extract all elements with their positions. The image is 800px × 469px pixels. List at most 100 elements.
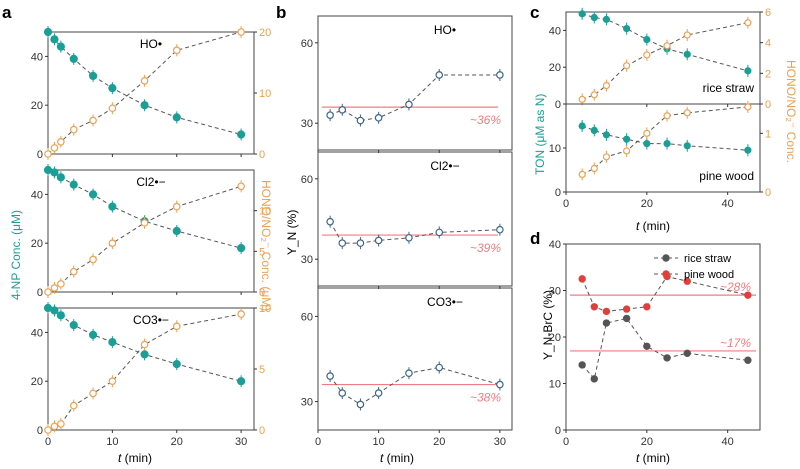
series-4np-point [69, 180, 78, 189]
series-4np-point [108, 202, 117, 211]
x-tick-label: 20 [641, 436, 653, 448]
legend-label: rice straw [684, 253, 731, 265]
series-1-point [643, 303, 651, 311]
series-hono-point [50, 284, 59, 292]
d-xlabel-t: t [636, 451, 640, 465]
series-hono-point [69, 267, 78, 276]
d-ylabel: Y_N-BrC (%) [541, 290, 555, 360]
series-hono-point [57, 420, 65, 428]
series-hono-point [623, 62, 631, 70]
panel-label-text: pine wood [699, 169, 754, 183]
reference-annotation: ~17% [720, 336, 751, 350]
series-hono-point [140, 219, 149, 227]
y-tick-right-label: 0 [259, 425, 265, 437]
series-hono-point [602, 153, 611, 161]
chart-b1: 30 60 HO• ~36% [301, 15, 513, 153]
series-ton-point [744, 146, 752, 154]
series-hono-point [172, 322, 181, 331]
y-tick-right-label: 0 [259, 149, 265, 161]
series-yn-point [326, 217, 334, 226]
series-4np-point [237, 130, 246, 139]
series-ton-point [643, 35, 651, 44]
a-xlabel-unit: (min) [121, 451, 152, 465]
series-hono-point [237, 28, 245, 36]
y-tick-label: 40 [549, 239, 561, 251]
x-tick-label: 30 [494, 436, 506, 448]
series-hono-point [683, 31, 691, 39]
y-tick-label: 10 [549, 143, 561, 155]
series-0-point [643, 342, 651, 350]
x-tick-label: 20 [433, 436, 445, 448]
chart-a1: 0 20 40 0 10 20 HO• [31, 26, 271, 161]
series-yn-point [374, 236, 383, 245]
y-tick-right-label: 20 [259, 27, 271, 39]
c-ylabel-right: HONO/NO₂⁻ Conc. [784, 60, 798, 163]
series-ton-point [602, 131, 611, 139]
series-0-point [622, 314, 631, 323]
series-yn-point [435, 71, 444, 79]
series-yn-point [435, 363, 444, 372]
series-4np-point [140, 350, 149, 359]
plot-frame [317, 151, 513, 287]
series-hono-point [140, 340, 149, 349]
y-tick-label: 0 [555, 187, 561, 199]
y-tick-label: 0 [555, 425, 561, 437]
series-ton-point [623, 24, 631, 33]
legend-marker [662, 254, 670, 262]
y-tick-label: 60 [301, 38, 313, 50]
y-tick-label: 20 [31, 238, 43, 250]
series-hono-point [602, 81, 611, 90]
legend-marker [662, 270, 670, 278]
series-yn-point [356, 400, 365, 409]
series-ton-point [578, 10, 586, 18]
c-xlabel: t (min) [636, 219, 670, 233]
series-hono-point [663, 42, 671, 50]
d-xlabel-unit: (min) [639, 451, 670, 465]
series-yn-point [435, 228, 444, 237]
reference-annotation: ~36% [470, 113, 501, 127]
series-ton-point [643, 140, 651, 148]
y-tick-label: 0 [37, 149, 43, 161]
series-hono-point [578, 170, 586, 178]
c-xlabel-t: t [636, 219, 640, 233]
x-tick-label: 0 [563, 436, 569, 448]
series-hono-point [69, 401, 78, 410]
series-4np-point [140, 101, 149, 110]
chart-a3: 0 10 20 30 0 20 40 0 5 10 CO3•− [31, 302, 271, 448]
series-ton-point [663, 140, 671, 148]
series-hono-point [108, 239, 117, 248]
chart-c1: 0 20 40 0 2 4 6 rice straw [549, 7, 771, 111]
y-tick-label: 40 [31, 51, 43, 63]
series-yn-point [496, 71, 504, 79]
series-yn-point [374, 389, 383, 397]
y-tick-label: 0 [37, 287, 43, 299]
y-tick-label: 20 [549, 62, 561, 74]
panel-label-d: d [530, 229, 540, 248]
series-4np-point [108, 84, 117, 93]
series-yn-point [496, 225, 504, 234]
series-hono-point [744, 19, 752, 27]
y-tick-label: 0 [555, 99, 561, 111]
b-xlabel-unit: (min) [383, 451, 414, 465]
series-hono-point [643, 129, 651, 137]
x-tick-label: 0 [315, 436, 321, 448]
series-4np-point [88, 71, 98, 81]
series-hono-point [643, 51, 651, 59]
series-hono-point [50, 144, 59, 152]
series-hono-point [140, 77, 149, 85]
x-tick-label: 10 [106, 436, 118, 448]
series-ton-point [590, 13, 598, 22]
series-hono-point [108, 377, 117, 386]
series-yn-point [405, 100, 413, 109]
series-hono-point [108, 104, 117, 113]
a-xlabel: t (min) [118, 451, 152, 465]
panel-title: Cl2•− [136, 175, 165, 189]
y-tick-label: 40 [31, 189, 43, 201]
panel-label-b: b [276, 3, 286, 22]
plot-frame [317, 287, 513, 431]
series-1-point [683, 277, 691, 285]
y-tick-label: 40 [549, 25, 561, 37]
series-yn-point [326, 111, 334, 119]
y-tick-right-label: 10 [259, 206, 271, 218]
series-yn-line [329, 221, 500, 244]
